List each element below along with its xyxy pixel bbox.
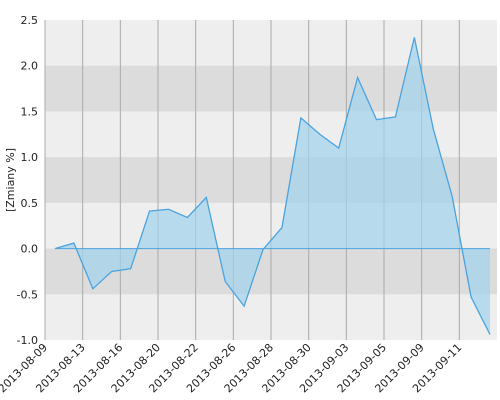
y-tick-label: 1.0 xyxy=(21,151,39,164)
y-tick-label: 0.0 xyxy=(21,243,39,256)
y-tick-label: -1.0 xyxy=(17,334,38,347)
y-tick-label: 1.5 xyxy=(21,105,39,118)
area xyxy=(55,37,490,335)
y-tick-label: 2.0 xyxy=(21,60,39,73)
y-axis-label: [Zmiany %] xyxy=(4,148,17,212)
y-tick-label: 2.5 xyxy=(21,14,39,27)
y-tick-label: 0.5 xyxy=(21,197,39,210)
line xyxy=(54,37,491,335)
y-tick-label: -0.5 xyxy=(17,288,38,301)
